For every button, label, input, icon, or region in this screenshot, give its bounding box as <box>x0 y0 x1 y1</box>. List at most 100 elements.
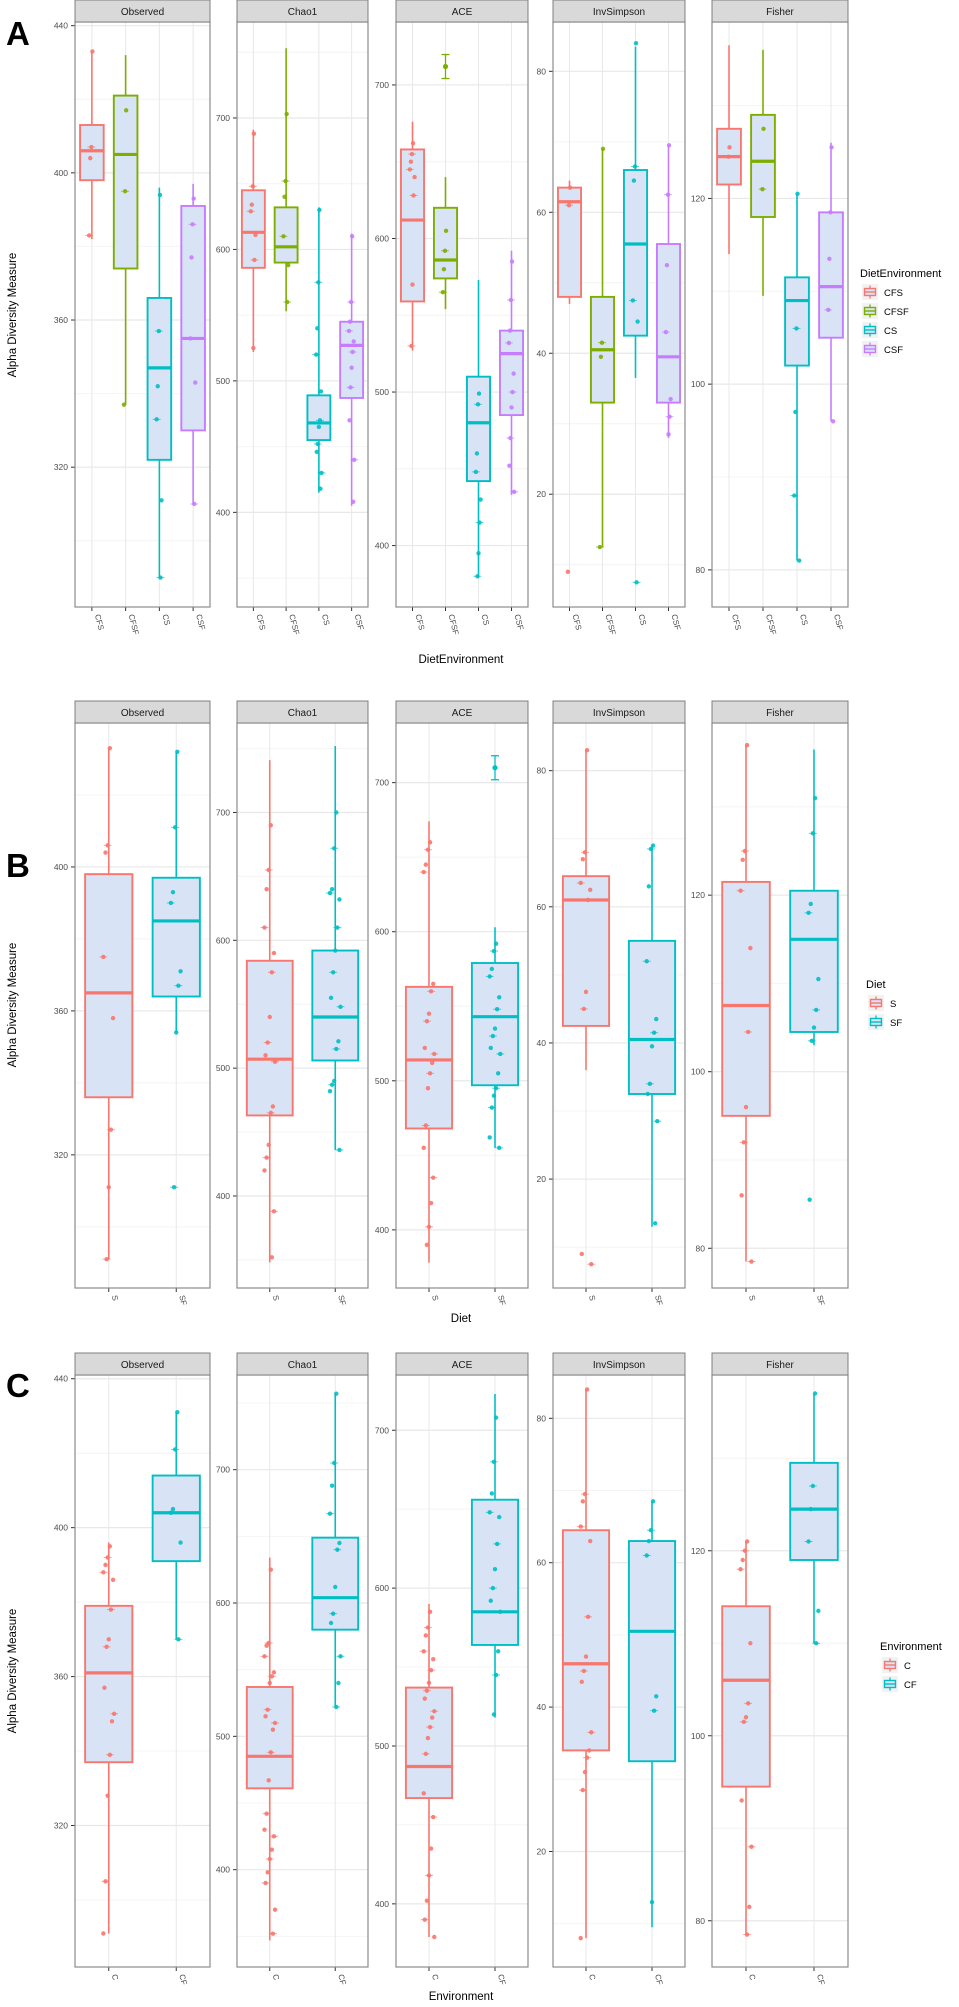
data-point <box>578 1935 583 1941</box>
data-point <box>441 267 447 272</box>
boxplot-S <box>84 745 134 1262</box>
boxplot-CS <box>306 207 332 493</box>
data-point <box>492 1566 498 1572</box>
facet-Observed: 320 360 400 440 C CF Observed <box>54 1352 211 1986</box>
boxplot-C <box>721 1539 771 1937</box>
legend-item-label: CS <box>884 326 897 337</box>
facet-strip-title: InvSimpson <box>593 708 645 719</box>
data-point <box>492 1026 498 1031</box>
data-point <box>495 1071 501 1076</box>
x-tick-label: SF <box>653 1294 664 1306</box>
facet-strip <box>552 1352 686 1376</box>
data-point <box>816 1608 821 1614</box>
x-tick-label: C <box>587 1973 597 1981</box>
box-iqr <box>404 1686 454 1800</box>
box-iqr <box>306 394 332 441</box>
legend-Diet: Diet S SF <box>866 979 902 1030</box>
data-point <box>426 1011 432 1016</box>
y-tick-label: 700 <box>216 807 230 817</box>
data-point <box>648 1528 654 1533</box>
data-point <box>432 1709 437 1714</box>
data-point <box>742 1548 748 1553</box>
data-point <box>157 192 163 198</box>
data-point <box>580 1787 586 1793</box>
data-point <box>813 1641 819 1646</box>
data-point <box>743 1715 749 1720</box>
boxplot-C <box>404 1603 454 1940</box>
data-point <box>268 823 273 828</box>
facet-strip <box>74 700 211 724</box>
data-point <box>632 164 638 169</box>
data-point <box>647 1081 653 1086</box>
x-tick-label: CF <box>815 1973 826 1986</box>
data-point <box>740 857 745 863</box>
data-point <box>583 989 589 995</box>
box-iqr <box>627 1540 677 1763</box>
boxplot-CFSF <box>433 53 459 310</box>
y-tick-label: 700 <box>216 113 230 123</box>
data-point <box>332 1078 337 1084</box>
data-point <box>103 1879 108 1884</box>
data-point <box>495 1649 501 1654</box>
boxplot-CFSF <box>750 49 776 296</box>
data-point <box>267 1856 272 1862</box>
y-tick-label: 40 <box>537 348 547 358</box>
data-point <box>646 1538 652 1544</box>
plot-area <box>237 1375 368 1967</box>
data-point <box>178 1540 183 1545</box>
data-point <box>335 1547 340 1552</box>
facet-strip <box>395 1352 529 1376</box>
data-point <box>745 1029 751 1035</box>
data-point <box>109 1719 115 1724</box>
facet-strip-title: Fisher <box>766 7 794 18</box>
data-point <box>428 989 434 994</box>
data-point <box>284 111 289 117</box>
data-point <box>172 1447 178 1452</box>
data-point <box>491 1712 497 1717</box>
data-point <box>792 493 797 498</box>
data-point <box>827 256 832 261</box>
data-point <box>760 186 765 192</box>
box-iqr <box>721 880 771 1117</box>
plot-area <box>237 22 368 607</box>
data-point <box>812 795 818 801</box>
data-point <box>473 469 479 475</box>
data-point <box>589 1261 594 1267</box>
data-point <box>477 520 482 525</box>
data-point <box>89 144 94 150</box>
data-point <box>271 950 277 956</box>
outlier-point <box>492 765 498 771</box>
box-iqr <box>245 1686 294 1790</box>
y-tick-label: 60 <box>537 902 547 912</box>
data-point <box>442 248 448 253</box>
y-tick-label: 20 <box>537 1846 547 1856</box>
data-point <box>567 185 573 190</box>
x-tick-label: SF <box>336 1294 347 1306</box>
box-iqr <box>400 148 426 303</box>
data-point <box>509 259 515 264</box>
legend-title: DietEnvironment <box>860 268 941 280</box>
x-tick-label: CS <box>480 613 491 626</box>
data-point <box>264 1643 269 1648</box>
facet-strip-title: Chao1 <box>288 7 318 18</box>
data-point <box>829 145 834 150</box>
data-point <box>582 1491 588 1497</box>
x-tick-label: S <box>587 1294 597 1301</box>
box-iqr <box>245 959 294 1117</box>
data-point <box>491 1459 497 1465</box>
data-point <box>334 1704 339 1710</box>
data-point <box>337 1147 342 1153</box>
data-point <box>749 1844 754 1849</box>
data-point <box>425 1086 431 1091</box>
data-point <box>337 1540 342 1546</box>
data-point <box>333 1584 338 1590</box>
data-point <box>335 925 340 930</box>
facet-Observed: 320 360 400 S SF Observed <box>54 700 211 1307</box>
data-point <box>665 192 671 197</box>
boxplot-CF <box>789 1391 839 1646</box>
data-point <box>742 848 748 854</box>
data-point <box>586 1748 592 1753</box>
data-point <box>508 435 513 441</box>
data-point <box>808 901 813 907</box>
